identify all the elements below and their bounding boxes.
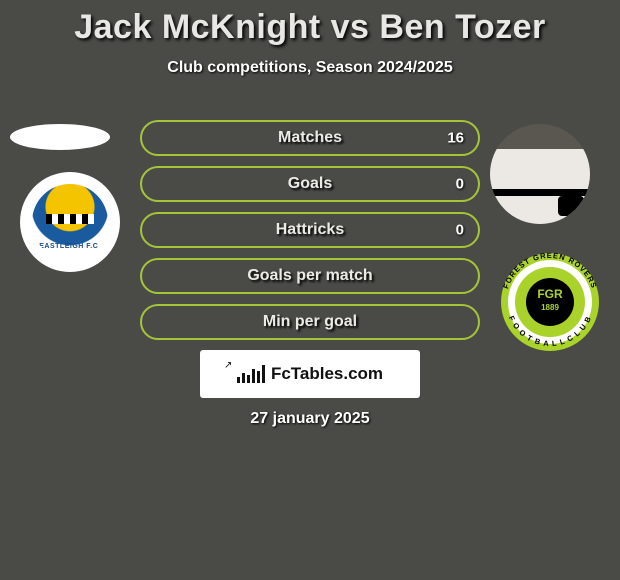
brand-box: ↗ FcTables.com	[200, 350, 420, 398]
bar-chart-icon	[237, 365, 265, 383]
stat-row-matches: Matches 16	[140, 120, 480, 156]
trend-arrow-icon: ↗	[224, 360, 232, 371]
eastleigh-crest-icon: EASTLEIGH F.C.	[32, 184, 108, 260]
player2-club-badge: FGR 1889 FOREST GREEN ROVERS F O O T B A…	[500, 252, 600, 352]
stat-label: Min per goal	[263, 313, 357, 331]
player2-avatar	[490, 124, 590, 224]
page-title: Jack McKnight vs Ben Tozer	[0, 0, 620, 47]
stat-label: Matches	[278, 129, 342, 147]
stats-container: Matches 16 Goals 0 Hattricks 0 Goals per…	[140, 120, 480, 350]
stat-label: Hattricks	[276, 221, 344, 239]
player2-name: Ben Tozer	[379, 8, 545, 46]
club-label: EASTLEIGH F.C.	[32, 243, 108, 250]
brand-text: FcTables.com	[271, 364, 383, 384]
svg-text:1889: 1889	[541, 303, 559, 312]
svg-text:FGR: FGR	[537, 287, 563, 301]
stat-value: 0	[456, 222, 464, 239]
stat-row-goals-per-match: Goals per match	[140, 258, 480, 294]
stat-row-hattricks: Hattricks 0	[140, 212, 480, 248]
stat-row-goals: Goals 0	[140, 166, 480, 202]
subtitle: Club competitions, Season 2024/2025	[0, 59, 620, 77]
stat-value: 0	[456, 176, 464, 193]
checker-pattern-icon	[46, 214, 94, 224]
vs-label: vs	[331, 8, 370, 46]
stat-label: Goals	[288, 175, 332, 193]
stat-value: 16	[447, 130, 464, 147]
player1-club-badge: EASTLEIGH F.C.	[20, 172, 120, 272]
stat-row-min-per-goal: Min per goal	[140, 304, 480, 340]
player1-name: Jack McKnight	[74, 8, 320, 46]
player1-avatar	[10, 124, 110, 150]
stat-label: Goals per match	[247, 267, 372, 285]
date-line: 27 january 2025	[0, 410, 620, 428]
fgr-crest-icon: FGR 1889 FOREST GREEN ROVERS F O O T B A…	[500, 252, 600, 352]
